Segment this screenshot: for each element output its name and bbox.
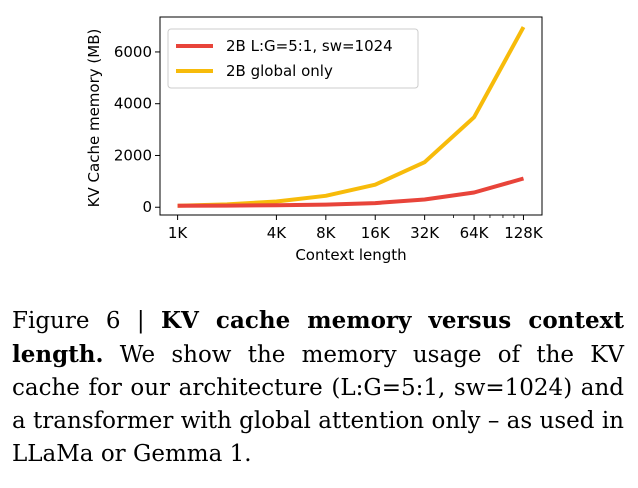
series-line-local-global	[177, 176, 525, 208]
figure-caption: Figure 6 | KV cache memory versus contex…	[12, 304, 624, 471]
legend-label: 2B global only	[226, 62, 333, 80]
caption-title: KV cache memory versus context length.	[12, 307, 624, 368]
legend-box	[167, 28, 419, 89]
x-tick-label: 16K	[361, 224, 391, 242]
caption-body: We show the memory usage of the KV cache…	[12, 342, 624, 467]
y-tick-label: 4000	[114, 95, 152, 113]
y-tick-label: 6000	[114, 43, 152, 61]
y-axis-label: KV Cache memory (MB)	[85, 29, 103, 208]
y-tick-label: 0	[142, 198, 152, 216]
caption-label: Figure 6 |	[12, 308, 162, 334]
x-tick-label: 64K	[460, 224, 490, 242]
kv-cache-chart: 0 2000 4000 6000 1K 4K 8K 16K 32K 64K 128K 2B L:G=…	[85, 16, 544, 264]
x-tick-label: 1K	[168, 224, 189, 242]
x-tick-label: 32K	[410, 224, 440, 242]
x-tick-label: 8K	[316, 224, 337, 242]
y-tick-label: 2000	[114, 146, 152, 164]
plot-frame	[159, 16, 543, 216]
legend-label: 2B L:G=5:1, sw=1024	[226, 37, 393, 55]
x-tick-label: 128K	[504, 224, 544, 242]
x-axis-label: Context length	[295, 246, 406, 264]
x-tick-label: 4K	[267, 224, 288, 242]
